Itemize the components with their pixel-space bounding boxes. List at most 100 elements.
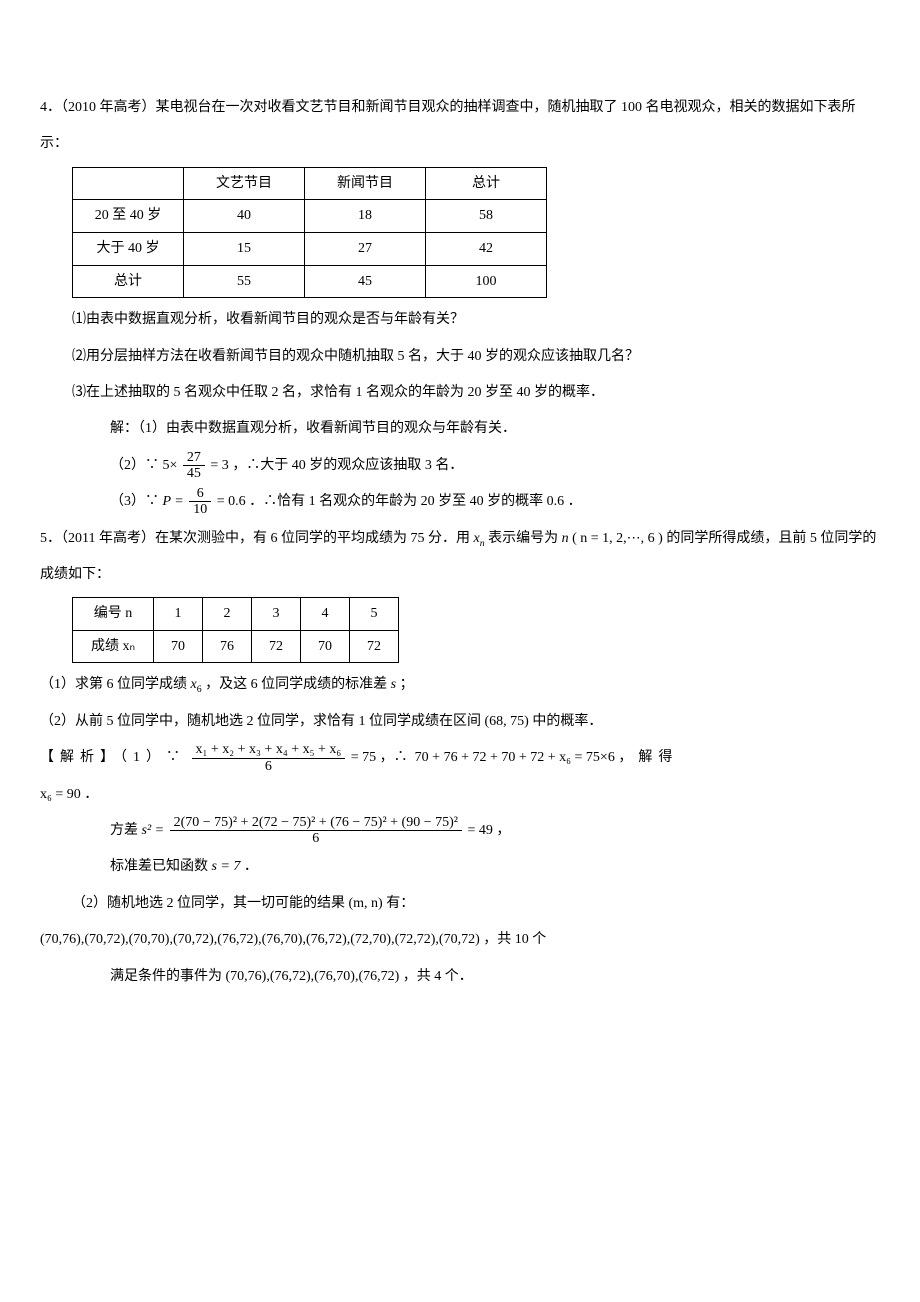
- numerator: 6: [189, 486, 211, 501]
- math: = 0.6: [217, 494, 249, 509]
- math: = 3: [210, 458, 228, 473]
- cell: 新闻节目: [305, 167, 426, 200]
- cell: 成绩 xₙ: [73, 630, 154, 663]
- s: s: [391, 677, 396, 692]
- list: (70,76),(70,72),(70,70),(70,72),(76,72),…: [40, 932, 480, 947]
- q5-a2: 方差 s² = 2(70 − 75)² + 2(72 − 75)² + (76 …: [40, 813, 880, 849]
- cell: [73, 167, 184, 200]
- q5-a3: 标准差已知函数 s = 7 ．: [40, 849, 880, 885]
- cell: 27: [305, 232, 426, 265]
- sub6: 6: [197, 684, 202, 695]
- mn: (m, n): [349, 896, 383, 911]
- numerator: 2(70 − 75)² + 2(72 − 75)² + (76 − 75)² +…: [170, 815, 462, 830]
- text: ，共: [403, 969, 431, 984]
- q5-a5: (70,76),(70,72),(70,70),(70,72),(76,72),…: [40, 922, 880, 958]
- denominator: 6: [170, 830, 462, 846]
- eq: = 75: [351, 750, 376, 765]
- q4-s3: （3）∵ P = 6 10 = 0.6 ．∴恰有 1 名观众的年龄为 20 岁至…: [40, 484, 880, 520]
- eq: s = 7: [212, 859, 241, 874]
- cell: 1: [154, 598, 203, 631]
- cell: 4: [301, 598, 350, 631]
- cell: 40: [184, 200, 305, 233]
- n: 4: [434, 969, 441, 984]
- cell: 18: [305, 200, 426, 233]
- cell: 72: [252, 630, 301, 663]
- text: 【解析】（1）∵: [40, 750, 186, 765]
- cell: 文艺节目: [184, 167, 305, 200]
- text: ，: [496, 823, 510, 838]
- text: （1）求第 6 位同学成绩: [40, 677, 187, 692]
- text: （2）随机地选 2 位同学，其一切可能的结果: [72, 896, 345, 911]
- q5-a4: （2）随机地选 2 位同学，其一切可能的结果 (m, n) 有：: [40, 886, 880, 922]
- text: 个: [532, 932, 546, 947]
- cell: 70: [301, 630, 350, 663]
- text: 5．（2011 年高考）在某次测验中，有 6 位同学的平均成绩为 75 分．用: [40, 531, 470, 546]
- cell: 100: [426, 265, 547, 298]
- text: 名．: [435, 458, 463, 473]
- denominator: 6: [192, 758, 346, 774]
- eq: = 49: [467, 823, 492, 838]
- text: （3）∵: [110, 494, 159, 509]
- q4-table: 文艺节目 新闻节目 总计 20 至 40 岁 40 18 58 大于 40 岁 …: [72, 167, 547, 298]
- q4-p1: ⑴由表中数据直观分析，收看新闻节目的观众是否与年龄有关？: [40, 302, 880, 338]
- q5-a1-res: x₆ = 90 ．: [40, 777, 880, 813]
- text: ．: [244, 859, 258, 874]
- q5-stem: 5．（2011 年高考）在某次测验中，有 6 位同学的平均成绩为 75 分．用 …: [40, 521, 880, 594]
- text: 中的概率．: [532, 714, 602, 729]
- text: 表示编号为: [488, 531, 558, 546]
- cell: 15: [184, 232, 305, 265]
- q5-p2: （2）从前 5 位同学中，随机地选 2 位同学，求恰有 1 位同学成绩在区间 (…: [40, 704, 880, 740]
- q4-p3: ⑶在上述抽取的 5 名观众中任取 2 名，求恰有 1 名观众的年龄为 20 岁至…: [40, 375, 880, 411]
- table-row: 编号 n 1 2 3 4 5: [73, 598, 399, 631]
- numerator: x₁ + x₂ + x₃ + x₄ + x₅ + x₆: [192, 742, 346, 757]
- fraction: 27 45: [183, 450, 205, 482]
- text: 有：: [386, 896, 414, 911]
- fraction: 6 10: [189, 486, 211, 518]
- cell: 72: [350, 630, 399, 663]
- text: ．: [568, 494, 582, 509]
- cell: 编号 n: [73, 598, 154, 631]
- table-row: 大于 40 岁 15 27 42: [73, 232, 547, 265]
- math: P =: [163, 494, 184, 509]
- n: n: [562, 531, 569, 546]
- table-row: 成绩 xₙ 70 76 72 70 72: [73, 630, 399, 663]
- table-row: 总计 55 45 100: [73, 265, 547, 298]
- cell: 55: [184, 265, 305, 298]
- cell: 20 至 40 岁: [73, 200, 184, 233]
- cell: 总计: [73, 265, 184, 298]
- text: ，∴: [380, 750, 408, 765]
- table-row: 文艺节目 新闻节目 总计: [73, 167, 547, 200]
- eq: x₆ = 90 ．: [40, 787, 98, 802]
- text: ，∴大于 40 岁的观众应该抽取: [232, 458, 421, 473]
- q5-a1: 【解析】（1）∵ x₁ + x₂ + x₃ + x₄ + x₅ + x₆ 6 =…: [40, 740, 880, 776]
- q4-stem: 4．（2010 年高考）某电视台在一次对收看文艺节目和新闻节目观众的抽样调查中，…: [40, 90, 880, 163]
- s2: s² =: [142, 823, 165, 838]
- cell: 42: [426, 232, 547, 265]
- q5-table: 编号 n 1 2 3 4 5 成绩 xₙ 70 76 72 70 72: [72, 597, 399, 663]
- text: 满足条件的事件为: [110, 969, 222, 984]
- cell: 大于 40 岁: [73, 232, 184, 265]
- cell: 总计: [426, 167, 547, 200]
- q4-s1: 解：（1）由表中数据直观分析，收看新闻节目的观众与年龄有关．: [40, 411, 880, 447]
- cell: 3: [252, 598, 301, 631]
- cell: 2: [203, 598, 252, 631]
- text: ，共: [483, 932, 511, 947]
- numerator: 27: [183, 450, 205, 465]
- q5-a6: 满足条件的事件为 (70,76),(76,72),(76,70),(76,72)…: [40, 959, 880, 995]
- interval: (68, 75): [485, 714, 529, 729]
- text: ．∴恰有 1 名观众的年龄为 20 岁至 40 岁的概率: [249, 494, 543, 509]
- list: (70,76),(76,72),(76,70),(76,72): [226, 969, 400, 984]
- text: 个．: [445, 969, 473, 984]
- q4-s2: （2）∵ 5× 27 45 = 3 ，∴大于 40 岁的观众应该抽取 3 名．: [40, 448, 880, 484]
- table-row: 20 至 40 岁 40 18 58: [73, 200, 547, 233]
- q4-p2: ⑵用分层抽样方法在收看新闻节目的观众中随机抽取 5 名，大于 40 岁的观众应该…: [40, 339, 880, 375]
- text: 标准差已知函数: [110, 859, 208, 874]
- math: 5×: [163, 458, 178, 473]
- range: ( n = 1, 2,⋯, 6 ): [572, 531, 663, 546]
- xn-sub: n: [480, 537, 485, 548]
- text: （2）从前 5 位同学中，随机地选 2 位同学，求恰有 1 位同学成绩在区间: [40, 714, 481, 729]
- q5-p1: （1）求第 6 位同学成绩 x6 ，及这 6 位同学成绩的标准差 s ；: [40, 667, 880, 703]
- fraction: 2(70 − 75)² + 2(72 − 75)² + (76 − 75)² +…: [170, 815, 462, 847]
- cell: 76: [203, 630, 252, 663]
- cell: 45: [305, 265, 426, 298]
